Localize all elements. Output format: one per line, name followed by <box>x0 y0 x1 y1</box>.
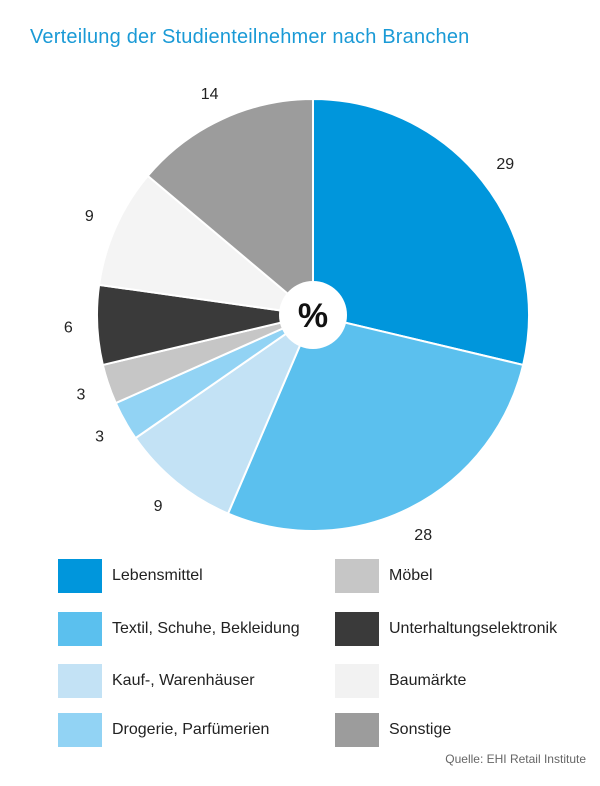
legend-swatch <box>58 559 102 593</box>
legend-label: Textil, Schuhe, Bekleidung <box>112 620 300 637</box>
legend-swatch <box>58 612 102 646</box>
pie-value-label-1: 28 <box>414 527 432 544</box>
legend-label: Unterhaltungselektronik <box>389 620 558 637</box>
pie-chart: 29 28 9 3 3 6 9 14% <box>64 86 530 544</box>
legend-item-baumaerkte: Baumärkte <box>335 663 466 699</box>
pie-slice-6 <box>97 174 317 317</box>
legend-swatch <box>58 713 102 747</box>
legend-label: Kauf-, Warenhäuser <box>112 672 255 689</box>
pie-slice-2 <box>134 312 316 515</box>
legend-swatch <box>58 664 102 698</box>
center-label: % <box>298 297 328 335</box>
pie-value-label-7: 14 <box>201 86 219 103</box>
legend-label: Drogerie, Parfümerien <box>112 721 270 738</box>
pie-value-label-3: 3 <box>95 428 104 445</box>
legend-item-drogerie: Drogerie, Parfümerien <box>58 712 269 748</box>
pie-value-label-4: 3 <box>76 387 85 404</box>
legend-label: Lebensmittel <box>112 567 203 584</box>
legend-swatch <box>335 664 379 698</box>
legend-item-kaufhaeuser: Kauf-, Warenhäuser <box>58 663 255 699</box>
pie-value-label-6: 9 <box>85 208 94 225</box>
legend-item-unterhaltungselektronik: Unterhaltungselektronik <box>335 611 557 647</box>
legend-label: Möbel <box>389 567 433 584</box>
center-circle <box>279 281 347 349</box>
legend-item-moebel: Möbel <box>335 558 433 594</box>
legend-swatch <box>335 612 379 646</box>
legend-item-sonstige: Sonstige <box>335 712 451 748</box>
legend-swatch <box>335 559 379 593</box>
pie-value-label-5: 6 <box>64 319 73 336</box>
legend-swatch <box>335 713 379 747</box>
source-note: Quelle: EHI Retail Institute <box>445 752 586 766</box>
pie-slice-0 <box>312 97 530 367</box>
legend-label: Baumärkte <box>389 672 467 689</box>
legend-label: Sonstige <box>389 721 452 738</box>
pie-slice-1 <box>226 313 525 532</box>
pie-value-label-2: 9 <box>154 498 163 515</box>
chart-title: Verteilung der Studienteilnehmer nach Br… <box>30 26 470 48</box>
legend-item-lebensmittel: Lebensmittel <box>58 558 203 594</box>
pie-value-label-0: 29 <box>496 156 514 173</box>
legend-item-textil: Textil, Schuhe, Bekleidung <box>58 611 300 647</box>
pie-slice-7 <box>146 97 314 318</box>
